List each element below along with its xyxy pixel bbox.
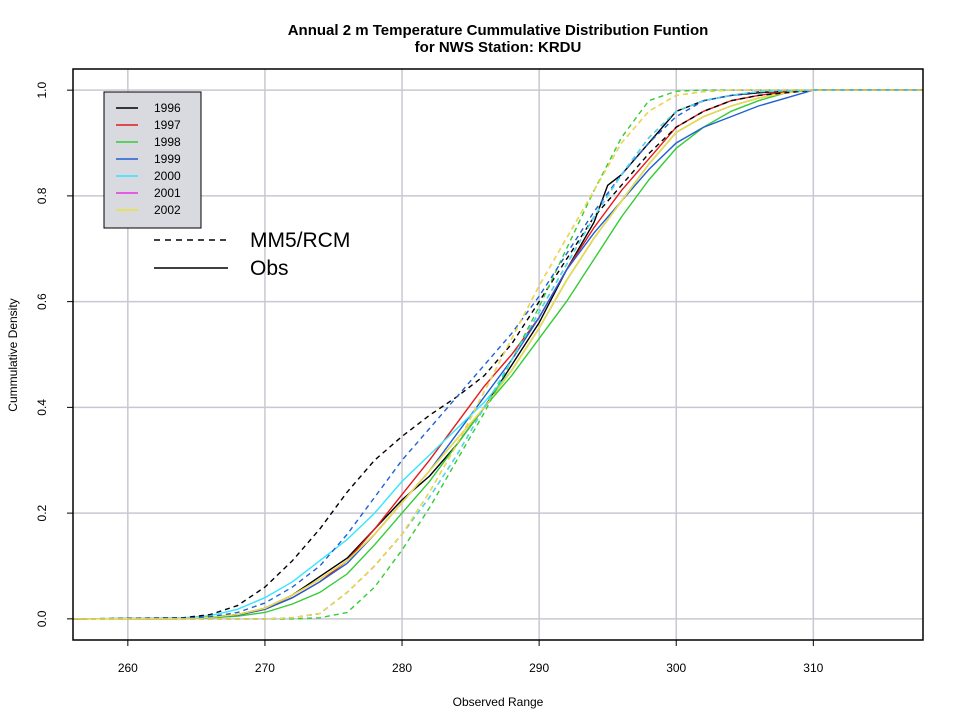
series-line-2002-obs <box>72 89 923 620</box>
series-line-2002-mm5 <box>73 89 923 620</box>
legend-label-2000: 2000 <box>154 169 181 183</box>
y-tick-label: 0.6 <box>35 293 49 310</box>
chart-subtitle: for NWS Station: KRDU <box>415 39 582 56</box>
x-tick-label: 310 <box>803 661 823 675</box>
legend-label-1999: 1999 <box>154 152 181 166</box>
series-line-1998-mm5 <box>73 89 923 620</box>
legend-label-2001: 2001 <box>154 186 181 200</box>
series-line-1999-obs <box>72 89 923 620</box>
line-style-legend: MM5/RCM Obs <box>154 229 350 280</box>
x-axis: 260 270 280 290 300 310 <box>118 640 824 675</box>
legend-label-1997: 1997 <box>154 118 181 132</box>
legend-label-1996: 1996 <box>154 101 181 115</box>
series-line-1998-obs <box>72 89 923 620</box>
chart-title: Annual 2 m Temperature Cummulative Distr… <box>288 22 709 39</box>
y-tick-label: 0.2 <box>35 504 49 521</box>
x-tick-label: 290 <box>529 661 549 675</box>
y-tick-label: 0.0 <box>35 610 49 627</box>
style-label-0: MM5/RCM <box>250 229 350 252</box>
legend-label-2002: 2002 <box>154 203 181 217</box>
y-tick-label: 0.8 <box>35 187 49 204</box>
series-layer <box>72 89 923 620</box>
x-tick-label: 280 <box>392 661 412 675</box>
x-tick-label: 260 <box>118 661 138 675</box>
series-line-1996-mm5 <box>72 89 923 620</box>
legend: 1996 1997 1998 1999 2000 2001 2002 <box>103 91 202 229</box>
plot-frame <box>72 68 924 641</box>
y-axis-label: Cummulative Density <box>6 298 20 411</box>
series-line-1999-mm5 <box>72 89 923 620</box>
y-axis: 0.0 0.2 0.4 0.6 0.8 1.0 <box>35 81 73 627</box>
y-tick-label: 1.0 <box>35 81 49 98</box>
plot-background <box>73 69 923 640</box>
style-label-1: Obs <box>250 257 289 280</box>
grid <box>73 69 923 640</box>
x-axis-label: Observed Range <box>453 695 544 709</box>
x-tick-label: 300 <box>666 661 686 675</box>
x-tick-label: 270 <box>255 661 275 675</box>
y-tick-label: 0.4 <box>35 399 49 416</box>
legend-label-1998: 1998 <box>154 135 181 149</box>
legend-box <box>103 91 202 229</box>
